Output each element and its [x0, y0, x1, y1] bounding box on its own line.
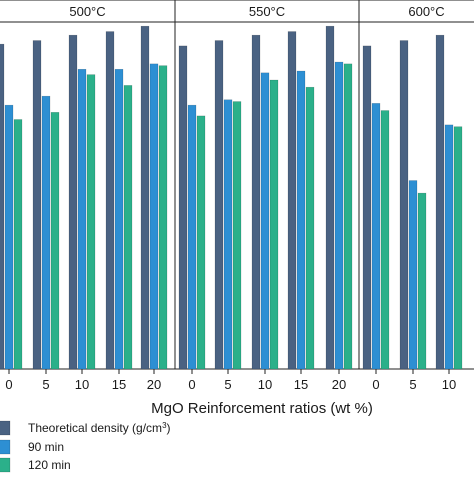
panel-title: 600°C: [408, 4, 444, 19]
bar-550C-5-0: [214, 40, 224, 370]
legend-swatch: [0, 439, 11, 455]
x-tick-label: 5: [224, 377, 231, 392]
legend-swatch: [0, 457, 11, 473]
bar-500C-0-2: [13, 119, 23, 370]
bar-550C-0-2: [196, 115, 206, 370]
bar-550C-20-1: [334, 61, 344, 370]
bar-600C-10-2: [453, 126, 463, 370]
x-tick-label: 10: [442, 377, 456, 392]
x-tick-label: 15: [112, 377, 126, 392]
x-tick-label: 10: [258, 377, 272, 392]
bar-550C-0-0: [178, 45, 188, 370]
bar-600C-10-1: [444, 124, 454, 370]
bar-layer: [0, 25, 463, 370]
bar-500C-5-0: [32, 40, 42, 370]
bar-550C-0-1: [187, 104, 197, 370]
bar-550C-20-0: [325, 25, 335, 370]
x-tick-label: 5: [409, 377, 416, 392]
bar-550C-10-0: [251, 34, 261, 370]
x-tick-label: 10: [75, 377, 89, 392]
bar-500C-20-1: [149, 63, 159, 370]
bar-500C-20-0: [140, 25, 150, 370]
legend-label: Theoretical density (g/cm3): [28, 421, 171, 436]
bar-500C-10-2: [86, 74, 96, 370]
x-axis-title: MgO Reinforcement ratios (wt %): [151, 400, 373, 417]
bar-550C-5-1: [223, 99, 233, 370]
x-tick-label: 0: [5, 377, 12, 392]
bar-500C-0-0: [0, 43, 5, 370]
bar-600C-0-1: [371, 103, 381, 370]
bar-500C-15-0: [105, 31, 115, 370]
bar-550C-10-2: [269, 79, 279, 370]
x-tick-layer: 0 5 10 15 20 0 5 10 15 20 0 5 10: [5, 369, 456, 392]
bar-600C-5-1: [408, 180, 418, 370]
x-tick-label: 15: [294, 377, 308, 392]
legend: Theoretical density (g/cm3) 90 min 120 min: [0, 421, 171, 473]
bar-550C-20-2: [343, 63, 353, 370]
bar-550C-10-1: [260, 72, 270, 370]
bar-500C-5-1: [41, 95, 51, 370]
bar-600C-5-2: [417, 192, 427, 370]
bar-550C-15-2: [305, 86, 315, 370]
bar-600C-0-2: [380, 110, 390, 370]
bar-500C-15-2: [123, 85, 133, 370]
bar-600C-10-0: [435, 34, 445, 370]
bar-500C-20-2: [158, 65, 168, 370]
bar-500C-5-2: [50, 112, 60, 370]
bar-550C-15-0: [287, 31, 297, 370]
x-tick-label: 0: [372, 377, 379, 392]
panel-title: 550°C: [249, 4, 285, 19]
bar-500C-10-1: [77, 68, 87, 370]
bar-500C-0-1: [4, 104, 14, 370]
bar-500C-15-1: [114, 68, 124, 370]
x-tick-label: 5: [42, 377, 49, 392]
panel-title: 500°C: [69, 4, 105, 19]
bar-600C-0-0: [362, 45, 372, 370]
legend-label: 90 min: [28, 440, 64, 454]
bar-550C-5-2: [232, 101, 242, 370]
legend-swatch: [0, 420, 11, 436]
bar-600C-5-0: [399, 40, 409, 370]
x-tick-label: 20: [332, 377, 346, 392]
bar-550C-15-1: [296, 70, 306, 370]
bar-500C-10-0: [68, 34, 78, 370]
x-tick-label: 20: [147, 377, 161, 392]
x-tick-label: 0: [188, 377, 195, 392]
legend-label: 120 min: [28, 458, 71, 472]
